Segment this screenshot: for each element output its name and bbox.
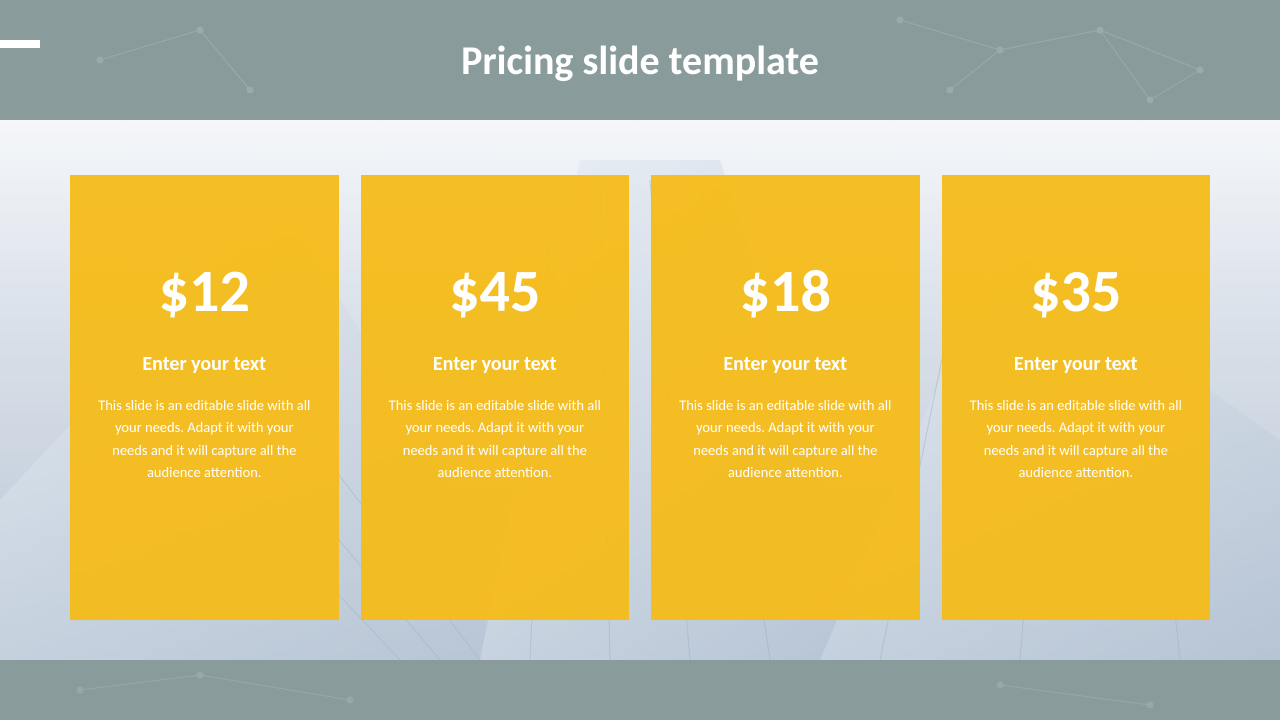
pricing-card-2: $45 Enter your text This slide is an edi… xyxy=(361,175,630,620)
price-value: $45 xyxy=(389,255,602,328)
header: Pricing slide template xyxy=(0,0,1280,120)
body-area: $12 Enter your text This slide is an edi… xyxy=(0,120,1280,660)
card-description: This slide is an editable slide with all… xyxy=(970,394,1183,484)
pricing-cards-container: $12 Enter your text This slide is an edi… xyxy=(70,175,1210,620)
card-subtitle: Enter your text xyxy=(389,352,602,376)
card-subtitle: Enter your text xyxy=(679,352,892,376)
price-value: $18 xyxy=(679,255,892,328)
card-subtitle: Enter your text xyxy=(98,352,311,376)
pricing-card-3: $18 Enter your text This slide is an edi… xyxy=(651,175,920,620)
footer-strip xyxy=(0,660,1280,720)
footer-network-decoration xyxy=(0,660,1280,720)
card-description: This slide is an editable slide with all… xyxy=(679,394,892,484)
price-value: $12 xyxy=(98,255,311,328)
card-subtitle: Enter your text xyxy=(970,352,1183,376)
price-value: $35 xyxy=(970,255,1183,328)
card-description: This slide is an editable slide with all… xyxy=(389,394,602,484)
pricing-card-4: $35 Enter your text This slide is an edi… xyxy=(942,175,1211,620)
slide-title: Pricing slide template xyxy=(461,36,819,85)
card-description: This slide is an editable slide with all… xyxy=(98,394,311,484)
pricing-card-1: $12 Enter your text This slide is an edi… xyxy=(70,175,339,620)
